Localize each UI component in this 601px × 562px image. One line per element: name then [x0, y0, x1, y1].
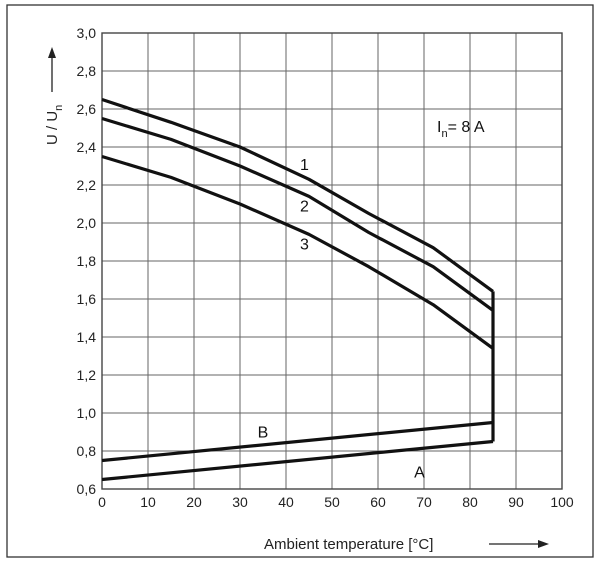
curve-a-label: A	[414, 465, 425, 482]
plot-area-border	[101, 32, 563, 490]
y-tick-label: 0,6	[77, 481, 97, 497]
x-tick-label: 70	[416, 494, 432, 510]
x-tick-label: 40	[278, 494, 294, 510]
y-tick-label: 1,0	[77, 405, 97, 421]
curve-a	[101, 439, 494, 482]
x-tick-label: 60	[370, 494, 386, 510]
curve-3	[101, 154, 494, 350]
x-axis-title-group: Ambient temperature [°C]	[264, 536, 549, 553]
gridlines	[101, 32, 563, 490]
curve-1-label: 1	[300, 157, 309, 174]
curve-b	[101, 420, 494, 463]
y-tick-label: 1,2	[77, 367, 97, 383]
rated-current-value: = 8 A	[448, 119, 485, 136]
y-axis-title-main: U / U	[44, 111, 61, 145]
curves	[101, 97, 495, 482]
y-tick-labels: 0,6 0,8 1,0 1,2 1,4 1,6 1,8 2,0 2,2 2,4 2,6 2,8 3,0	[77, 25, 97, 497]
y-tick-label: 2,4	[77, 139, 97, 155]
rated-current-subscript: n	[442, 128, 448, 140]
annotations: In= 8 A 1 2 3 B A	[258, 119, 485, 482]
x-axis-title: Ambient temperature [°C]	[264, 536, 433, 553]
x-tick-label: 50	[324, 494, 340, 510]
x-tick-label: 80	[462, 494, 478, 510]
y-tick-label: 3,0	[77, 25, 97, 41]
x-axis-arrow-head	[538, 540, 549, 548]
x-tick-label: 30	[232, 494, 248, 510]
x-tick-label: 100	[550, 494, 574, 510]
curve-b-label: B	[258, 425, 269, 442]
y-tick-label: 1,4	[77, 329, 97, 345]
y-tick-label: 2,8	[77, 63, 97, 79]
y-tick-label: 1,8	[77, 253, 97, 269]
x-tick-labels: 0 10 20 30 40 50 60 70 80 90 100	[98, 494, 574, 510]
x-tick-label: 0	[98, 494, 106, 510]
curve-2	[101, 116, 494, 312]
rated-current-label: In= 8 A	[437, 119, 485, 140]
y-tick-label: 1,6	[77, 291, 97, 307]
rated-current-symbol: I	[437, 119, 441, 136]
chart-frame	[6, 4, 594, 558]
y-tick-label: 2,2	[77, 177, 97, 193]
y-axis-title: U / Un	[44, 105, 65, 145]
y-tick-label: 2,0	[77, 215, 97, 231]
curve-3-label: 3	[300, 237, 309, 254]
y-axis-title-group: U / Un	[44, 47, 65, 145]
x-tick-label: 20	[186, 494, 202, 510]
x-tick-label: 90	[508, 494, 524, 510]
y-axis-arrow-head	[48, 47, 56, 58]
curve-1	[101, 97, 494, 293]
curve-2-label: 2	[300, 199, 309, 216]
y-axis-title-subscript: n	[53, 105, 65, 111]
y-tick-label: 0,8	[77, 443, 97, 459]
y-tick-label: 2,6	[77, 101, 97, 117]
x-tick-label: 10	[140, 494, 156, 510]
